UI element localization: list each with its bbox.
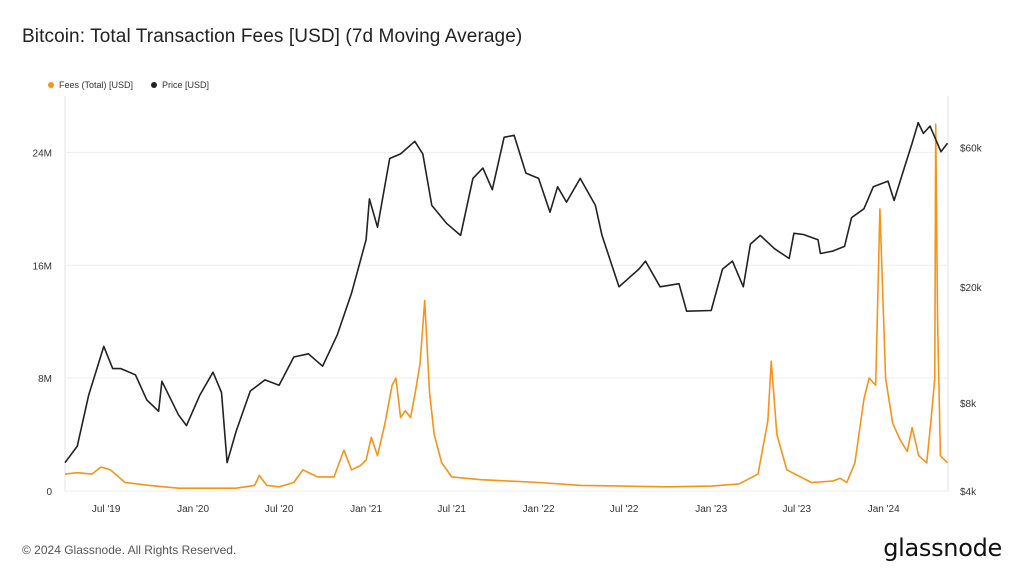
y-right-tick-label: $60k <box>960 143 983 154</box>
y-left-tick-label: 24M <box>33 148 52 159</box>
x-tick-label: Jan '24 <box>868 504 900 515</box>
y-right-tick-label: $8k <box>960 399 977 410</box>
x-tick-label: Jul '22 <box>610 504 639 515</box>
x-tick-label: Jul '23 <box>782 504 811 515</box>
x-tick-label: Jul '21 <box>437 504 466 515</box>
copyright-text: © 2024 Glassnode. All Rights Reserved. <box>22 543 237 557</box>
series-fees-line <box>64 123 949 489</box>
x-tick-label: Jan '21 <box>350 504 382 515</box>
y-left-tick-label: 8M <box>38 374 52 385</box>
legend-fees-label: Fees (Total) [USD] <box>59 80 134 90</box>
x-tick-label: Jan '22 <box>523 504 555 515</box>
x-tick-label: Jul '19 <box>92 504 121 515</box>
legend-price-label: Price [USD] <box>162 80 210 90</box>
x-tick-label: Jan '23 <box>695 504 727 515</box>
glassnode-logo: glassnode <box>883 534 1002 562</box>
chart-title: Bitcoin: Total Transaction Fees [USD] (7… <box>22 26 523 47</box>
y-left-tick-label: 16M <box>33 261 52 272</box>
x-tick-label: Jan '20 <box>177 504 209 515</box>
y-right-tick-label: $20k <box>960 283 983 294</box>
legend-price-dot <box>151 82 158 88</box>
legend-fees-dot <box>48 82 54 88</box>
legend-item-fees[interactable]: Fees (Total) [USD] <box>48 80 133 90</box>
legend-item-price[interactable]: Price [USD] <box>151 80 209 90</box>
legend: Fees (Total) [USD] Price [USD] <box>48 80 209 90</box>
series-price-line <box>64 121 949 464</box>
y-left-tick-label: 0 <box>46 487 52 498</box>
y-right-tick-label: $4k <box>960 487 977 498</box>
x-tick-label: Jul '20 <box>265 504 294 515</box>
